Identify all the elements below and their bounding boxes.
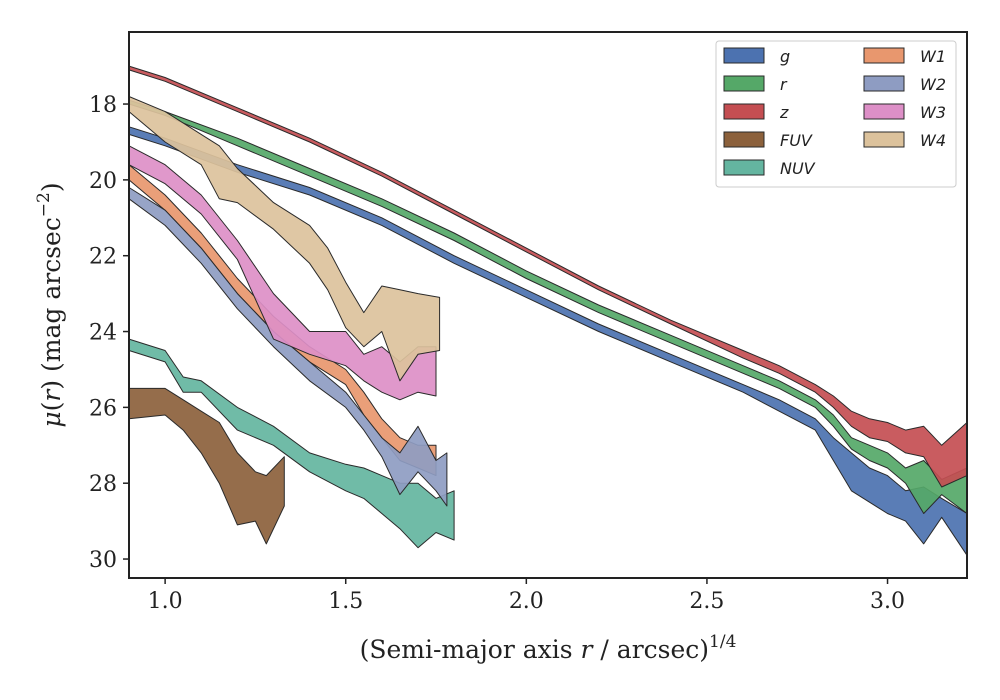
y-tick-label: 26 [89,396,117,421]
x-axis-label: (Semi-major axis r / arcsec)1/4 [360,632,737,664]
series-band-fuv [128,387,285,545]
y-tick-label: 28 [89,472,117,497]
legend-label-fuv: FUV [780,131,813,150]
legend-swatch-w1 [863,47,905,64]
legend-label-z: z [779,103,789,122]
x-tick-label: 3.0 [870,589,905,614]
legend-swatch-w3 [863,103,905,120]
x-tick-label: 2.5 [689,589,724,614]
legend-label-nuv: NUV [780,159,816,178]
y-tick-label: 30 [89,548,117,573]
series-band-w3 [128,145,437,401]
legend-label-r: r [780,75,788,94]
legend-swatch-nuv [723,159,765,176]
legend-label-w3: W3 [920,103,946,122]
y-tick-label: 24 [89,321,117,346]
legend: grz FUV NUV W1 W2 W3 W4 [715,40,957,188]
legend-label-w2: W2 [920,75,946,94]
legend-label-w4: W4 [920,131,946,150]
y-tick-label: 22 [89,245,117,270]
y-axis-ticks: 18 20 22 24 26 28 30 [89,93,129,573]
legend-swatch-w2 [863,75,905,92]
y-tick-label: 20 [89,169,117,194]
legend-swatch-r [723,75,765,92]
x-tick-label: 2.0 [509,589,544,614]
legend-label-g: g [780,47,790,66]
x-axis-ticks: 1.0 1.5 2.0 2.5 3.0 [148,578,905,614]
series-areas [128,65,968,556]
legend-swatch-g [723,47,765,64]
x-tick-label: 1.0 [148,589,183,614]
plot-frame [128,31,968,579]
legend-swatch-z [723,103,765,120]
series-band-nuv [128,338,455,549]
legend-label-w1: W1 [920,47,946,66]
legend-swatch-w4 [863,131,905,148]
legend-swatch-fuv [723,131,765,148]
series-band-w4 [128,96,441,382]
y-tick-label: 18 [89,93,117,118]
x-tick-label: 1.5 [328,589,363,614]
y-axis-label: μ(r) (mag arcsec−2) [34,182,66,427]
